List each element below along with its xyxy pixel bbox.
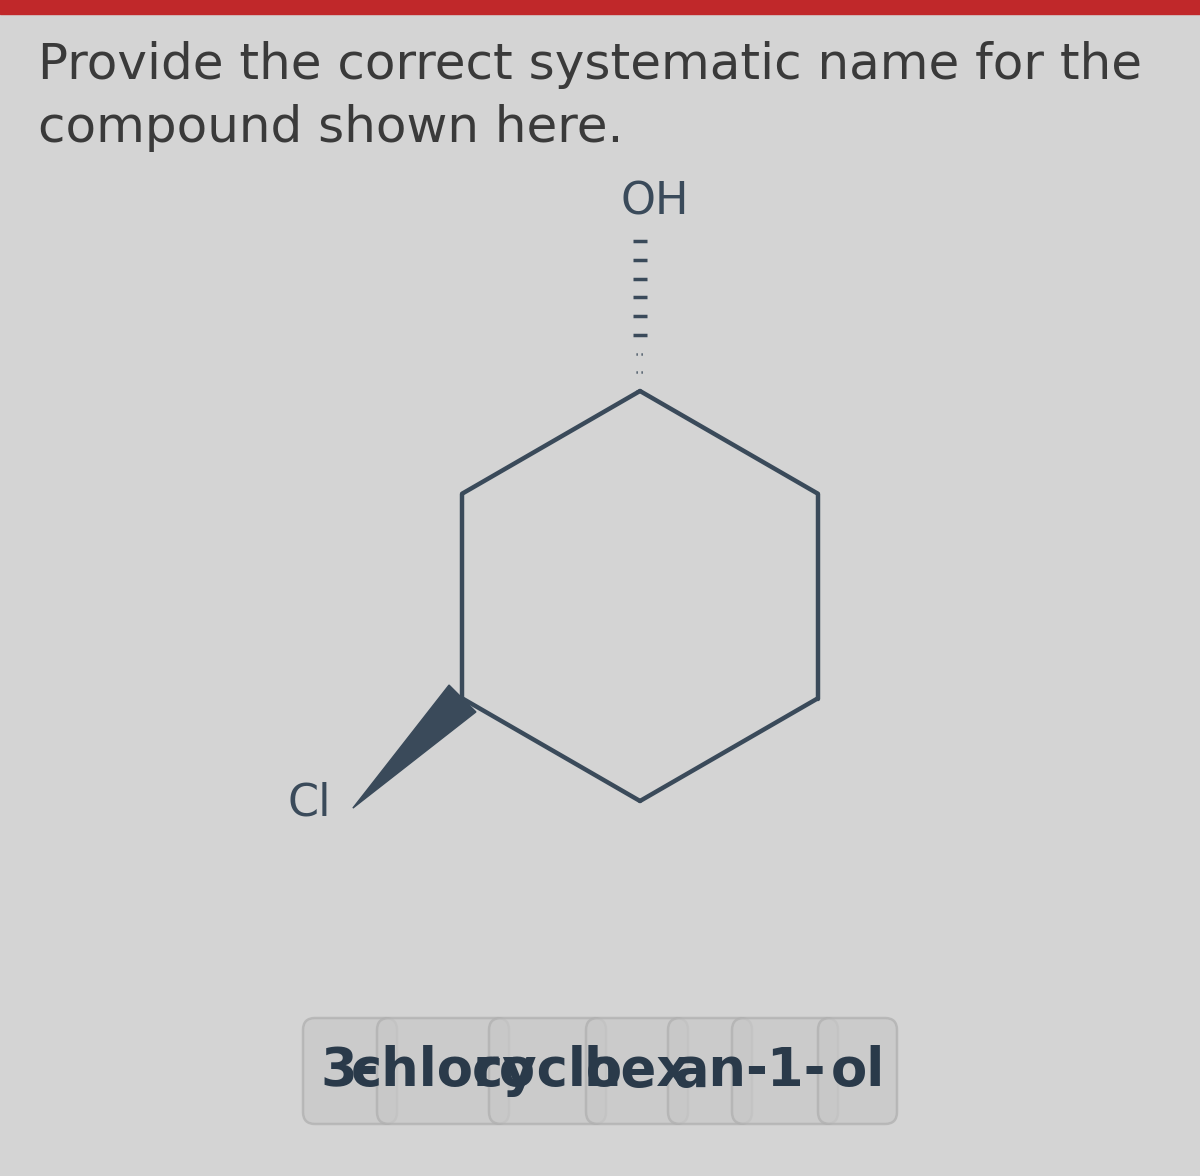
Bar: [0, 0, 1200, 14]
Polygon shape: [353, 686, 476, 808]
FancyBboxPatch shape: [302, 1018, 397, 1124]
Text: Provide the correct systematic name for the
compound shown here.: Provide the correct systematic name for …: [38, 41, 1142, 152]
FancyBboxPatch shape: [586, 1018, 688, 1124]
Text: cyclo: cyclo: [472, 1045, 623, 1097]
FancyBboxPatch shape: [732, 1018, 838, 1124]
Text: ol: ol: [830, 1045, 884, 1097]
FancyBboxPatch shape: [490, 1018, 606, 1124]
FancyBboxPatch shape: [668, 1018, 752, 1124]
Text: OH: OH: [620, 180, 689, 223]
FancyBboxPatch shape: [377, 1018, 509, 1124]
Text: -1-: -1-: [745, 1045, 826, 1097]
Text: an: an: [673, 1045, 746, 1097]
FancyBboxPatch shape: [818, 1018, 896, 1124]
Text: 3-: 3-: [320, 1045, 379, 1097]
Text: hex: hex: [583, 1045, 691, 1097]
Text: Cl: Cl: [287, 782, 331, 824]
Text: chloro: chloro: [350, 1045, 535, 1097]
